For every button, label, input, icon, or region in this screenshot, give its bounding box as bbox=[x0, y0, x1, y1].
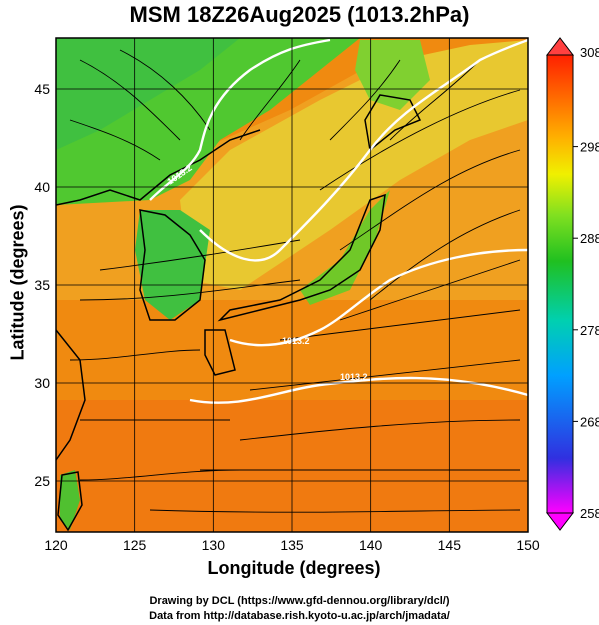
colorbar: 308 298 288 278 268 258 bbox=[545, 37, 599, 531]
x-axis-label: Longitude (degrees) bbox=[207, 558, 381, 578]
colorbar-bottom-triangle bbox=[545, 512, 575, 531]
y-tick-label: 25 bbox=[34, 473, 50, 489]
colorbar-top-triangle bbox=[545, 37, 575, 56]
y-tick-label: 30 bbox=[34, 375, 50, 391]
colorbar-tick-label: 278 bbox=[580, 323, 599, 338]
isobar-label: 1013.2 bbox=[282, 336, 310, 346]
credit-data-source: Data from http://database.rish.kyoto-u.a… bbox=[149, 610, 450, 622]
x-tick-label: 120 bbox=[44, 537, 68, 553]
x-tick-labels: 120 125 130 135 140 145 150 bbox=[44, 537, 540, 553]
colorbar-tick-label: 298 bbox=[580, 140, 599, 155]
x-tick-label: 140 bbox=[359, 537, 383, 553]
colorbar-tick-label: 258 bbox=[580, 506, 599, 521]
wind-streamlines bbox=[69, 49, 521, 513]
plot-frame bbox=[55, 37, 529, 533]
x-tick-label: 130 bbox=[202, 537, 226, 553]
coastlines bbox=[56, 94, 422, 532]
x-tick-label: 135 bbox=[280, 537, 304, 553]
x-tick-label: 145 bbox=[438, 537, 462, 553]
y-tick-labels: 25 30 35 40 45 bbox=[34, 81, 50, 489]
credit-drawing: Drawing by DCL (https://www.gfd-dennou.o… bbox=[149, 595, 450, 607]
colorbar-tick-label: 288 bbox=[580, 231, 599, 246]
isobar-contours bbox=[149, 38, 528, 404]
y-tick-label: 45 bbox=[34, 81, 50, 97]
colorbar-gradient bbox=[546, 54, 574, 514]
x-tick-label: 125 bbox=[123, 537, 147, 553]
x-tick-label: 150 bbox=[516, 537, 540, 553]
lat-lon-grid bbox=[56, 38, 528, 532]
colorbar-tick-label: 268 bbox=[580, 414, 599, 429]
y-tick-label: 35 bbox=[34, 277, 50, 293]
y-tick-label: 40 bbox=[34, 179, 50, 195]
colorbar-tick-label: 308 bbox=[580, 45, 599, 60]
isobar-label: 1013.2 bbox=[340, 372, 368, 382]
map-title: MSM 18Z26Aug2025 (1013.2hPa) bbox=[129, 2, 470, 27]
